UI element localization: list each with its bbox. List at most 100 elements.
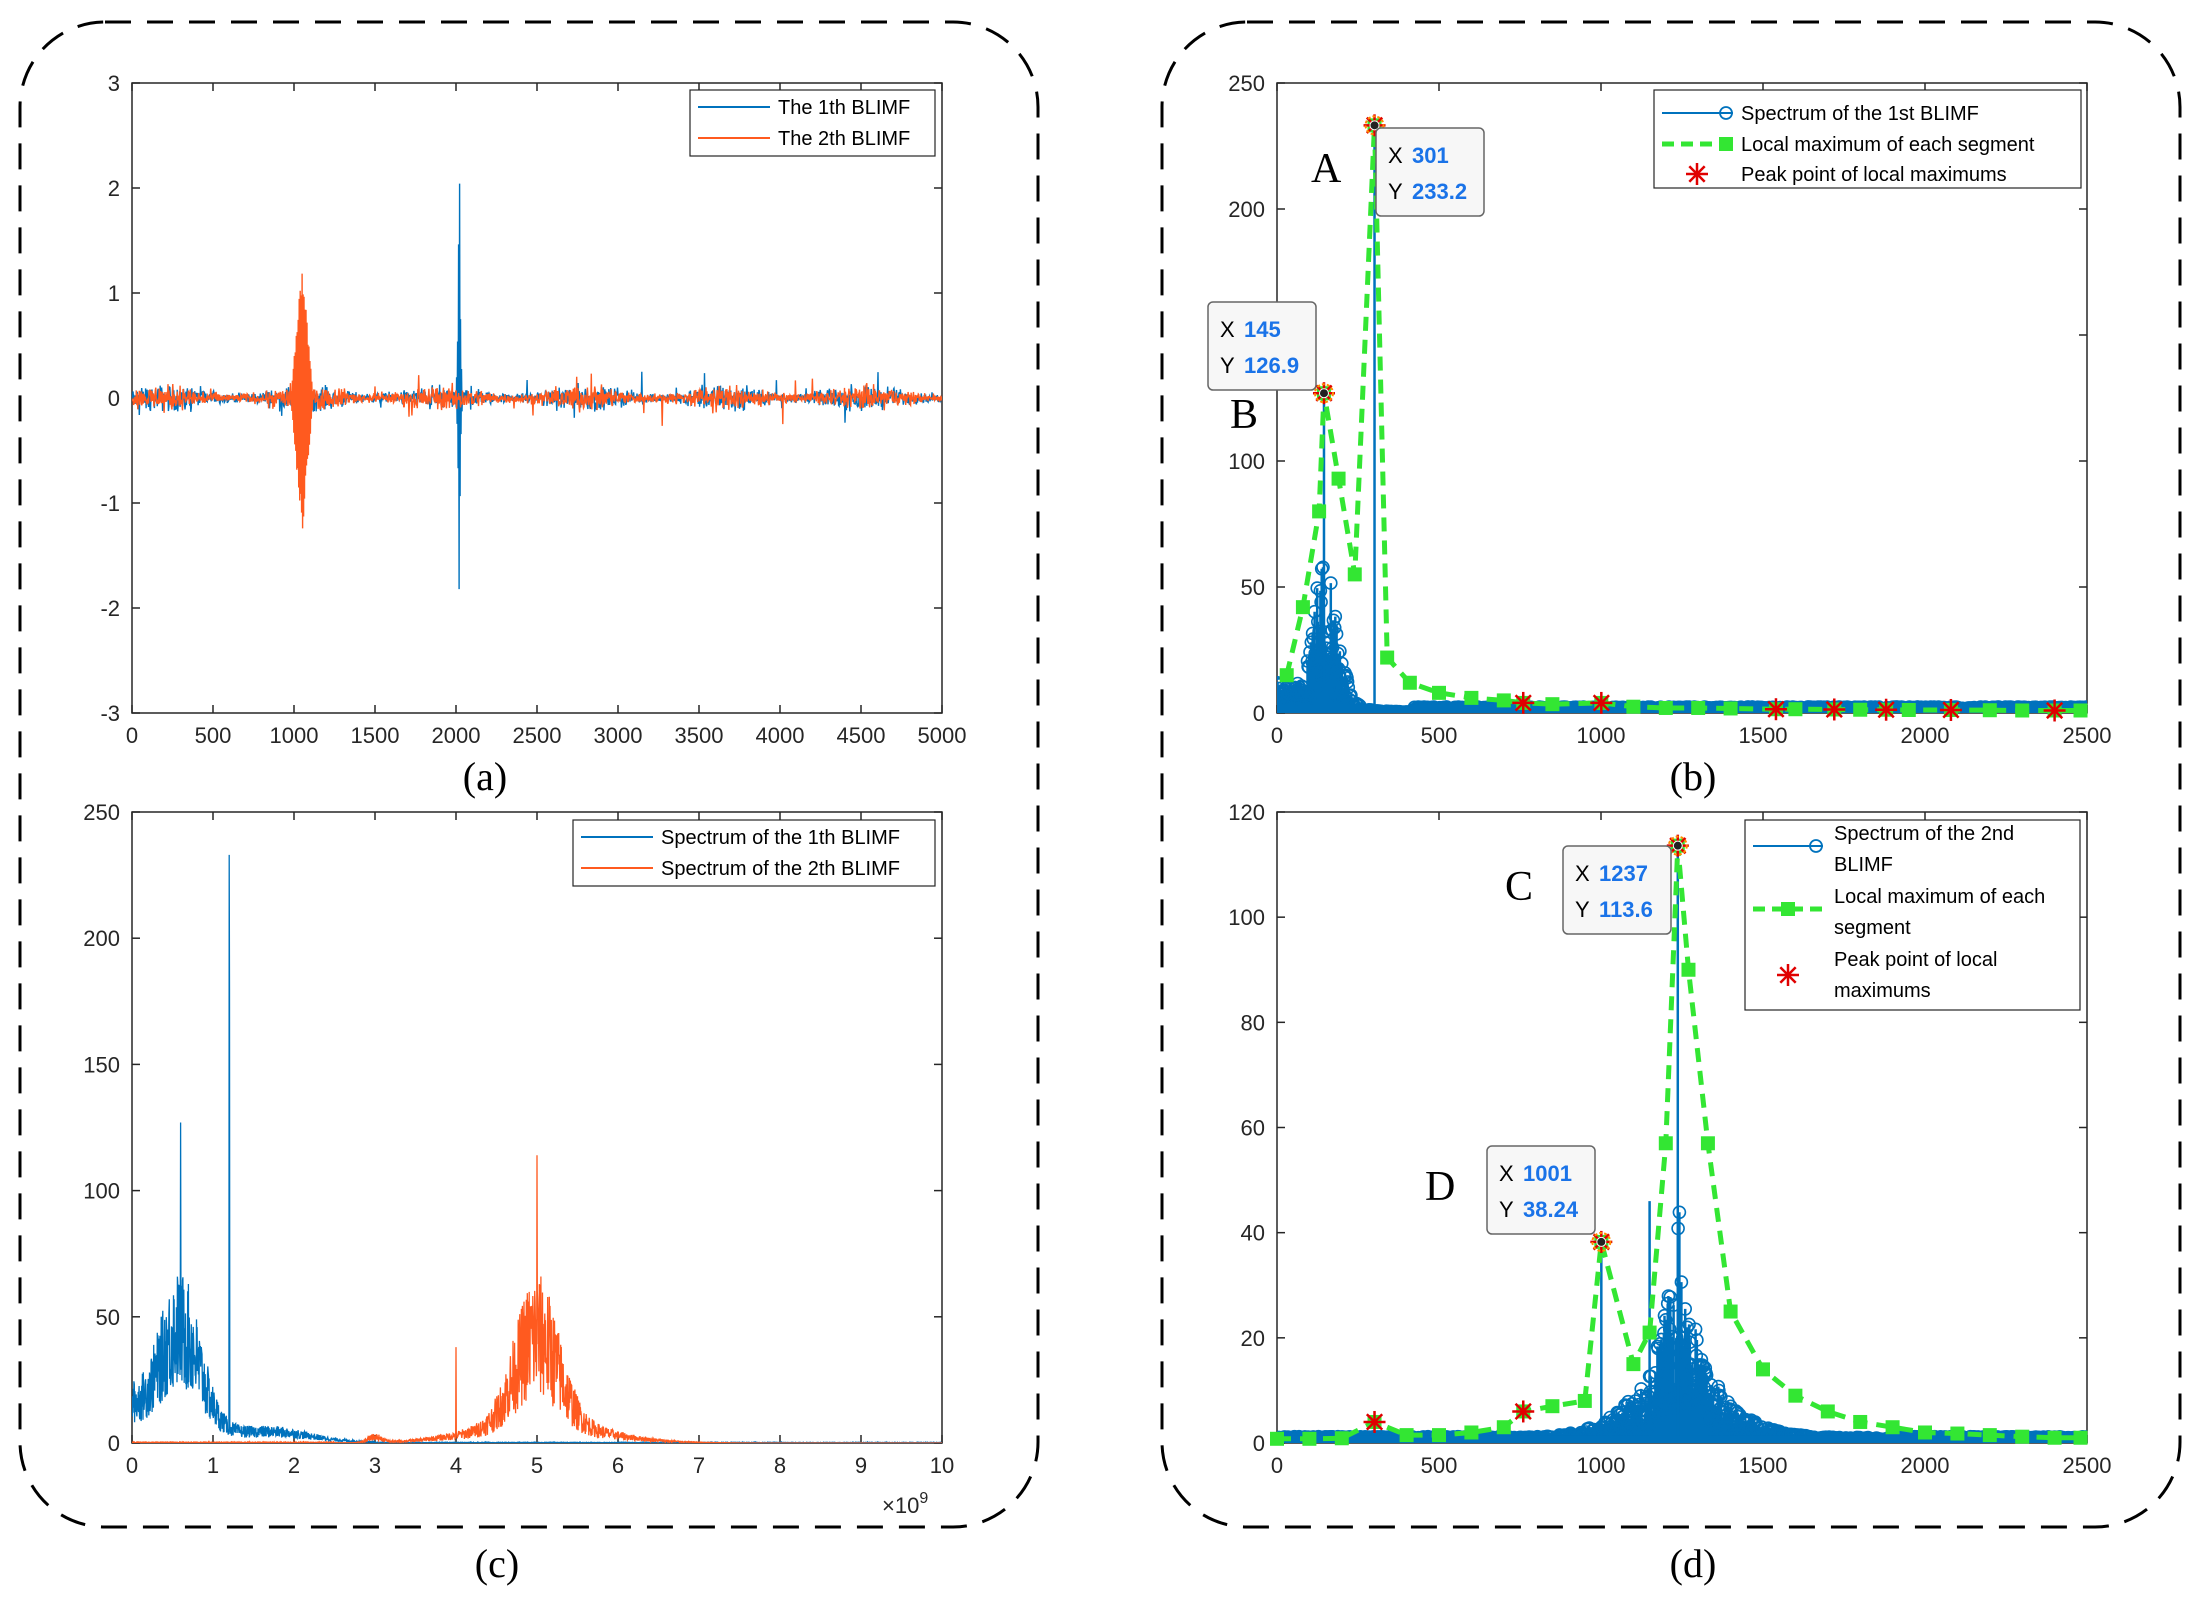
b-local-max-marker	[1723, 701, 1738, 716]
d-legend-label-line: BLIMF	[1834, 854, 1893, 876]
d-spectrum-marker	[1680, 1320, 1694, 1335]
b-local-max-marker	[1626, 699, 1641, 714]
d-legend-label-line: segment	[1834, 917, 1911, 939]
d-d-datatip-x-key: X	[1499, 1161, 1514, 1186]
b-a-datatip-ring	[1364, 115, 1385, 136]
b-b-datatip-x-key: X	[1220, 317, 1235, 342]
b-local-max-marker	[2073, 703, 2088, 718]
d-local-max-marker	[1950, 1426, 1965, 1441]
d-point-label-c: C	[1505, 864, 1533, 910]
d-local-max-marker	[2015, 1429, 2030, 1444]
a-legend-label: The 2th BLIMF	[778, 128, 910, 150]
b-ytick-label: 100	[1228, 449, 1265, 474]
d-local-max-marker	[2047, 1430, 2062, 1445]
c-legend-label: Spectrum of the 2th BLIMF	[661, 858, 900, 880]
d-local-max-marker	[2073, 1430, 2088, 1445]
d-spectrum-marker	[1645, 1407, 1659, 1421]
d-local-max-marker	[1700, 1136, 1715, 1151]
d-ytick-label: 120	[1228, 800, 1265, 825]
d-legend-label: Spectrum of the 2nd BLIMF	[1834, 823, 2014, 876]
b-local-max-marker	[1279, 668, 1294, 683]
b-spectrum-marker	[1340, 675, 1355, 689]
d-local-max-marker	[1302, 1431, 1317, 1446]
b-local-max-marker	[1295, 600, 1310, 615]
d-spectrum-marker	[1660, 1296, 1675, 1311]
d-local-max-marker	[1723, 1304, 1738, 1319]
d-local-max-marker	[1334, 1431, 1349, 1446]
d-local-max-marker	[1820, 1404, 1835, 1419]
b-local-max-marker	[1402, 675, 1417, 690]
a-xtick-label: 2000	[432, 723, 481, 748]
d-c-datatip-x-value: 1237	[1599, 861, 1648, 886]
b-xtick-label: 500	[1421, 723, 1458, 748]
d-d-datatip-x-value: 1001	[1523, 1161, 1572, 1186]
c-xtick-label: 7	[693, 1453, 705, 1478]
d-c-datatip-box	[1562, 845, 1672, 935]
b-a-datatip-y-value: 233.2	[1412, 179, 1467, 204]
b-peak-star	[1877, 701, 1895, 719]
d-spectrum-marker	[1698, 1361, 1713, 1375]
d-legend-box	[1744, 819, 2081, 1011]
b-a-datatip-dot	[1369, 120, 1380, 131]
d-legend-label: Local maximum of each segment	[1834, 886, 2045, 939]
d-c-datatip-dot	[1672, 840, 1683, 851]
panel-a: 0 500 1000 1500 2000 2500 3000 3500 4000 4500 5000…	[100, 71, 966, 748]
d-c-datatip-x-key: X	[1575, 861, 1590, 886]
a-legend-label: The 1th BLIMF	[778, 97, 910, 119]
a-xtick-label: 500	[195, 723, 232, 748]
b-local-max-marker	[1691, 700, 1706, 715]
a-ytick-label: -1	[100, 491, 120, 516]
b-local-max-marker	[1496, 693, 1511, 708]
b-a-datatip-y-key: Y	[1388, 179, 1403, 204]
c-legend-box	[572, 819, 936, 887]
c-ytick-label: 250	[83, 800, 120, 825]
d-local-max-marker	[1496, 1420, 1511, 1435]
b-local-max-marker	[1853, 702, 1868, 717]
d-legend-label-line: maximums	[1834, 980, 1931, 1002]
d-local-max-marker	[1918, 1425, 1932, 1440]
b-local-max-marker	[1788, 702, 1803, 717]
b-local-max-marker	[1347, 567, 1362, 582]
b-peak-star	[1767, 700, 1785, 718]
a-ytick-label: 0	[108, 386, 120, 411]
d-spectrum-marker	[1659, 1313, 1673, 1327]
a-ytick-label: 2	[108, 176, 120, 201]
b-peak-star	[1942, 701, 1960, 719]
b-spectrum-marker	[1298, 687, 1312, 702]
d-ytick-label: 60	[1241, 1116, 1265, 1141]
a-xtick-label: 4000	[756, 723, 805, 748]
b-spectrum-marker	[1300, 654, 1315, 668]
a-xtick-label: 1500	[351, 723, 400, 748]
d-ytick-label: 20	[1241, 1326, 1265, 1351]
b-xtick-label: 2500	[2063, 723, 2112, 748]
d-spectrum-marker	[1672, 1205, 1687, 1220]
d-ytick-label: 80	[1241, 1010, 1265, 1035]
d-ytick-label: 40	[1241, 1221, 1265, 1246]
c-xtick-label: 6	[612, 1453, 624, 1478]
d-c-datatip-ring	[1667, 835, 1688, 856]
d-local-max-marker	[1885, 1420, 1900, 1435]
d-local-max-marker	[1626, 1357, 1641, 1372]
d-legend-swatch-spectrum-marker	[1809, 839, 1823, 853]
d-legend-local-max-marker	[1781, 902, 1795, 916]
c-ytick-label: 50	[96, 1305, 120, 1330]
b-spectrum-marker	[1314, 595, 1328, 609]
b-local-max-marker	[1545, 697, 1560, 712]
d-spectrum-marker	[1712, 1383, 1726, 1398]
d-c-datatip-y-value: 113.6	[1599, 897, 1653, 922]
b-spectrum-marker	[1327, 620, 1342, 635]
d-spectrum-marker	[1674, 1275, 1689, 1289]
d-local-max-marker	[1788, 1388, 1803, 1403]
b-local-max-marker	[1432, 685, 1446, 700]
d-xtick-label: 2000	[1901, 1453, 1950, 1478]
a-xtick-label: 5000	[918, 723, 967, 748]
d-legend-label-line: Spectrum of the 2nd	[1834, 823, 2014, 845]
d-local-max-marker	[1545, 1399, 1560, 1414]
d-spectrum-marker	[1660, 1367, 1674, 1381]
c-ytick-label: 0	[108, 1431, 120, 1456]
left-group-frame	[18, 20, 1040, 1529]
d-d-datatip-dot	[1596, 1236, 1607, 1247]
d-local-max-marker	[1399, 1428, 1414, 1443]
b-spectrum-marker	[1309, 679, 1324, 694]
